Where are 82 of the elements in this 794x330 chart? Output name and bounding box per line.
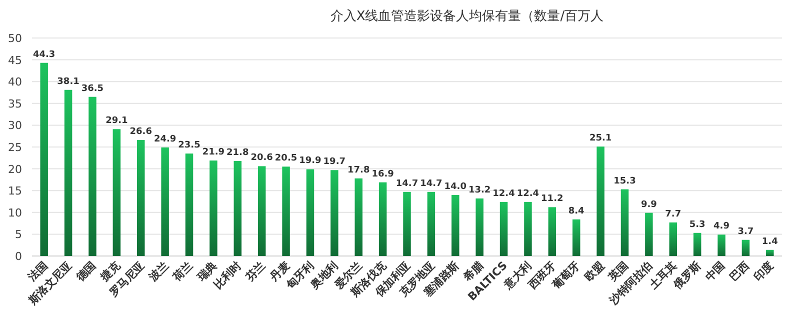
x-tick-label: 芬兰 [242,258,268,284]
data-label: 17.8 [348,165,370,176]
bar [40,62,48,256]
bar [452,194,460,256]
bar [669,222,677,256]
y-tick-label: 25 [8,141,22,154]
data-label: 20.5 [274,154,298,164]
y-tick-label: 0 [15,250,22,263]
bar [500,202,508,256]
chart-title: 介入X线血管造影设备人均保有量（数量/百万人 [330,9,604,24]
y-tick-label: 40 [8,76,22,89]
y-tick-label: 50 [8,32,22,45]
x-tick-label: 欧盟 [582,258,607,284]
bar [524,202,532,256]
data-label: 8.4 [568,206,584,216]
data-label: 23.5 [178,140,200,151]
data-label: 12.4 [516,188,540,199]
data-label: 12.4 [492,188,515,199]
bar [572,219,580,256]
y-tick-label: 10 [8,206,22,220]
bar [476,198,484,256]
data-label: 1.4 [762,236,778,247]
bar [427,192,436,256]
data-label: 9.9 [640,200,657,210]
data-label: 14.0 [444,182,466,192]
bar [403,192,411,256]
y-tick-label: 35 [8,97,22,110]
bar [234,160,242,256]
data-label: 21.9 [202,148,225,158]
bar [112,129,121,256]
bar [548,207,556,256]
y-tick-label: 30 [8,119,22,132]
data-label: 16.9 [372,169,394,180]
bar [64,90,72,256]
bar [378,182,387,256]
x-tick-label: 波兰 [146,258,172,284]
bar [88,96,96,256]
data-label: 14.7 [420,178,442,189]
data-label: 36.5 [81,84,104,94]
data-label: 11.2 [541,194,564,204]
data-label: 3.7 [738,226,754,237]
data-label: 5.3 [689,220,706,230]
data-label: 24.9 [154,134,176,144]
bar [354,178,362,256]
bar [330,170,338,256]
data-label: 20.6 [250,153,273,164]
y-tick-label: 45 [8,54,22,67]
data-label: 26.6 [130,127,152,138]
x-tick-label: 荷兰 [170,258,196,284]
y-tick-label: 20 [8,162,22,176]
data-label: 25.1 [589,134,612,144]
bar [718,234,726,256]
data-label: 21.8 [226,148,249,158]
bar [137,140,145,256]
data-label: 13.2 [468,185,491,196]
data-label: 14.7 [396,178,418,189]
bar [596,146,604,256]
bar [185,154,194,256]
data-label: 4.9 [714,222,730,232]
x-tick-label: 巴西 [727,258,752,284]
x-tick-label: 印度 [751,258,776,284]
data-label: 29.1 [106,116,128,126]
data-label: 19.7 [323,157,346,168]
bar [766,250,774,256]
bar [645,212,653,256]
x-tick-label: 德国 [73,258,99,284]
bar [742,240,750,256]
bar [282,166,290,256]
data-label: 38.1 [57,76,80,87]
bar [258,166,266,256]
data-label: 7.7 [665,209,682,220]
y-tick-label: 5 [15,228,22,242]
x-tick-label: 中国 [702,258,728,284]
bar [306,169,314,256]
data-label: 15.3 [614,176,636,186]
bar [693,232,702,256]
data-label: 19.9 [299,156,322,166]
bar [161,147,169,256]
data-label: 44.3 [32,50,56,60]
bar [620,189,629,256]
bar [210,160,218,256]
y-tick-label: 15 [8,184,22,198]
